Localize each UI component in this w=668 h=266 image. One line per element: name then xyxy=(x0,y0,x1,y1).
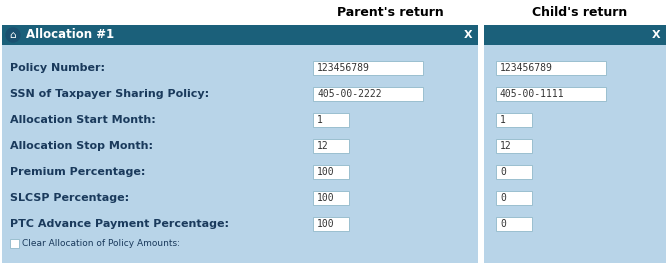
Text: 405-00-1111: 405-00-1111 xyxy=(500,89,564,99)
Text: 123456789: 123456789 xyxy=(317,63,370,73)
Text: 12: 12 xyxy=(317,141,329,151)
Text: 1: 1 xyxy=(317,115,323,125)
Text: 123456789: 123456789 xyxy=(500,63,553,73)
Text: Allocation Start Month:: Allocation Start Month: xyxy=(10,115,156,125)
FancyBboxPatch shape xyxy=(313,191,349,205)
Text: Child's return: Child's return xyxy=(532,6,628,19)
FancyBboxPatch shape xyxy=(496,61,606,75)
Text: Allocation Stop Month:: Allocation Stop Month: xyxy=(10,141,153,151)
FancyBboxPatch shape xyxy=(496,113,532,127)
Text: 100: 100 xyxy=(317,219,335,229)
Text: 12: 12 xyxy=(500,141,512,151)
Text: 100: 100 xyxy=(317,167,335,177)
Text: SSN of Taxpayer Sharing Policy:: SSN of Taxpayer Sharing Policy: xyxy=(10,89,209,99)
Text: Allocation #1: Allocation #1 xyxy=(26,28,114,41)
Text: ⌂: ⌂ xyxy=(10,30,16,40)
FancyBboxPatch shape xyxy=(496,217,532,231)
FancyBboxPatch shape xyxy=(496,87,606,101)
Text: Premium Percentage:: Premium Percentage: xyxy=(10,167,146,177)
FancyBboxPatch shape xyxy=(2,25,478,45)
Text: Clear Allocation of Policy Amounts:: Clear Allocation of Policy Amounts: xyxy=(22,239,180,248)
Text: SLCSP Percentage:: SLCSP Percentage: xyxy=(10,193,129,203)
Text: PTC Advance Payment Percentage:: PTC Advance Payment Percentage: xyxy=(10,219,229,229)
Text: X: X xyxy=(464,30,472,40)
FancyBboxPatch shape xyxy=(484,25,666,263)
FancyBboxPatch shape xyxy=(313,113,349,127)
FancyBboxPatch shape xyxy=(484,25,666,45)
FancyBboxPatch shape xyxy=(496,191,532,205)
FancyBboxPatch shape xyxy=(2,25,478,263)
Text: X: X xyxy=(652,30,660,40)
FancyBboxPatch shape xyxy=(496,139,532,153)
Text: 0: 0 xyxy=(500,219,506,229)
Text: Policy Number:: Policy Number: xyxy=(10,63,105,73)
FancyBboxPatch shape xyxy=(313,87,423,101)
FancyBboxPatch shape xyxy=(313,165,349,179)
Text: 0: 0 xyxy=(500,193,506,203)
Text: Parent's return: Parent's return xyxy=(337,6,444,19)
Text: 405-00-2222: 405-00-2222 xyxy=(317,89,381,99)
Text: 1: 1 xyxy=(500,115,506,125)
Text: 100: 100 xyxy=(317,193,335,203)
FancyBboxPatch shape xyxy=(313,61,423,75)
FancyBboxPatch shape xyxy=(10,239,19,248)
Circle shape xyxy=(6,28,20,42)
FancyBboxPatch shape xyxy=(313,139,349,153)
Text: 0: 0 xyxy=(500,167,506,177)
FancyBboxPatch shape xyxy=(496,165,532,179)
FancyBboxPatch shape xyxy=(313,217,349,231)
